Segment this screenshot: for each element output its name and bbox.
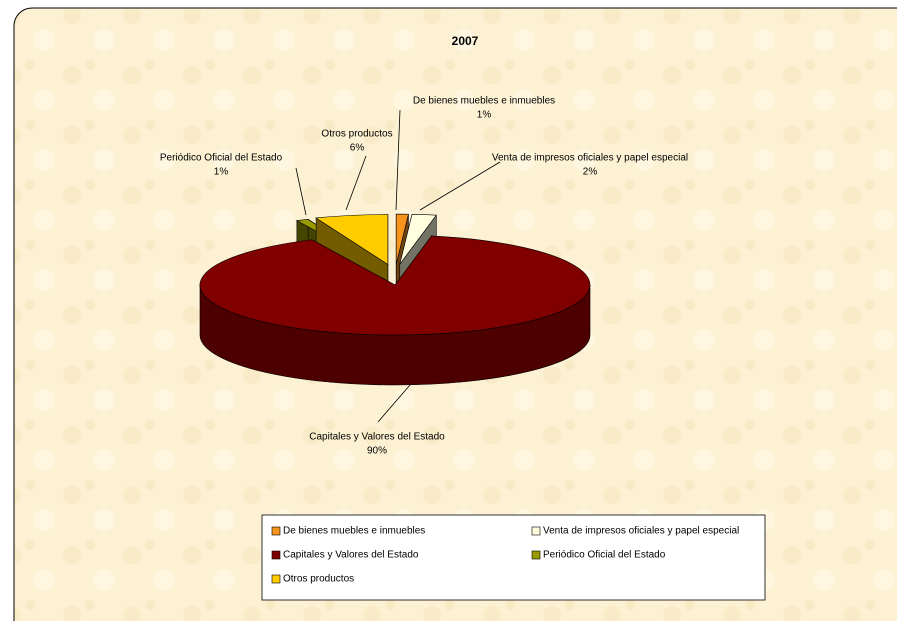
legend-label: Capitales y Valores del Estado: [283, 550, 419, 561]
legend-label: Venta de impresos oficiales y papel espe…: [543, 526, 739, 537]
legend-label: De bienes muebles e inmuebles: [283, 526, 425, 537]
leader-line: [377, 384, 411, 423]
legend-label: Periódico Oficial del Estado: [543, 550, 666, 561]
data-labels: De bienes muebles e inmuebles 1% Venta de …: [160, 96, 688, 457]
legend-swatch: [271, 550, 281, 560]
legend-entries: De bienes muebles e inmuebles Venta de im…: [271, 526, 739, 585]
leader-line: [295, 167, 307, 216]
data-label-name: Otros productos: [321, 129, 392, 140]
data-label-name: De bienes muebles e inmuebles: [413, 96, 555, 107]
data-label-name: Capitales y Valores del Estado: [309, 432, 445, 443]
slice: [399, 214, 437, 265]
slice: [395, 213, 409, 265]
legend-label: Otros productos: [283, 574, 354, 585]
legend: [261, 514, 766, 601]
chart-title: 2007: [452, 34, 479, 48]
slice: [315, 214, 389, 266]
data-label-value: 2%: [583, 167, 598, 178]
leader-line: [395, 109, 401, 211]
slice: [199, 235, 591, 336]
data-label-value: 6%: [350, 143, 365, 154]
data-label-value: 90%: [367, 446, 387, 457]
pie: [199, 213, 591, 386]
legend-swatch: [271, 574, 281, 584]
legend-swatch: [531, 550, 541, 560]
data-label-name: Venta de impresos oficiales y papel espe…: [492, 153, 688, 164]
data-label-value: 1%: [477, 110, 492, 121]
legend-swatch: [531, 526, 541, 536]
legend-swatch: [271, 526, 281, 536]
leader-line: [345, 155, 367, 211]
leader-line: [419, 161, 501, 211]
data-label-name: Periódico Oficial del Estado: [160, 153, 283, 164]
data-label-value: 1%: [214, 167, 229, 178]
